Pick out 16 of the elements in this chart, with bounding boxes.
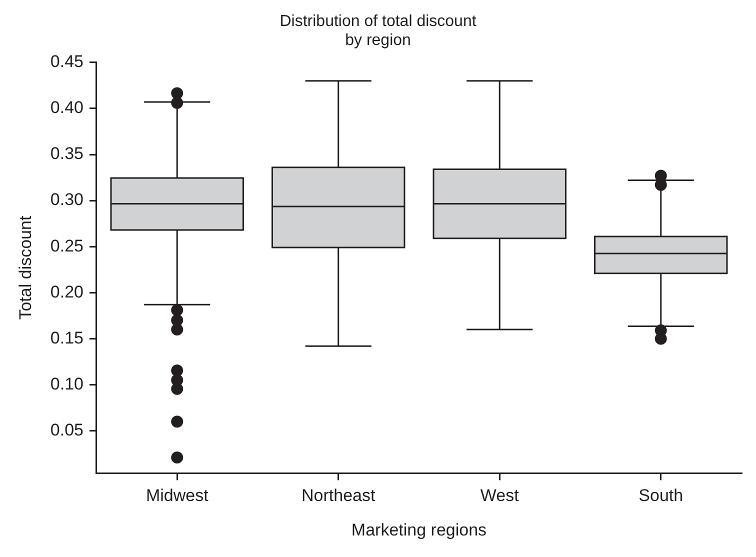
x-tick-label: South [638, 486, 684, 506]
y-tick-label: 0.35 [50, 144, 84, 164]
y-tick-label: 0.20 [50, 282, 84, 302]
y-tick-label: 0.40 [50, 98, 84, 118]
y-tick-label: 0.05 [50, 420, 84, 440]
y-tick-label: 0.10 [50, 374, 84, 394]
y-axis-title: Total discount [16, 216, 35, 320]
x-tick-label: Northeast [302, 486, 376, 506]
y-tick-label: 0.25 [50, 236, 84, 256]
x-tick-label: West [480, 486, 520, 506]
y-tick-label: 0.30 [50, 190, 84, 210]
x-tick-label: Midwest [146, 486, 209, 506]
x-axis-title: Marketing regions [351, 520, 487, 540]
y-tick-label: 0.15 [50, 328, 84, 348]
chart-title: Distribution of total discount by region [280, 13, 477, 50]
y-tick-label: 0.45 [50, 52, 84, 72]
